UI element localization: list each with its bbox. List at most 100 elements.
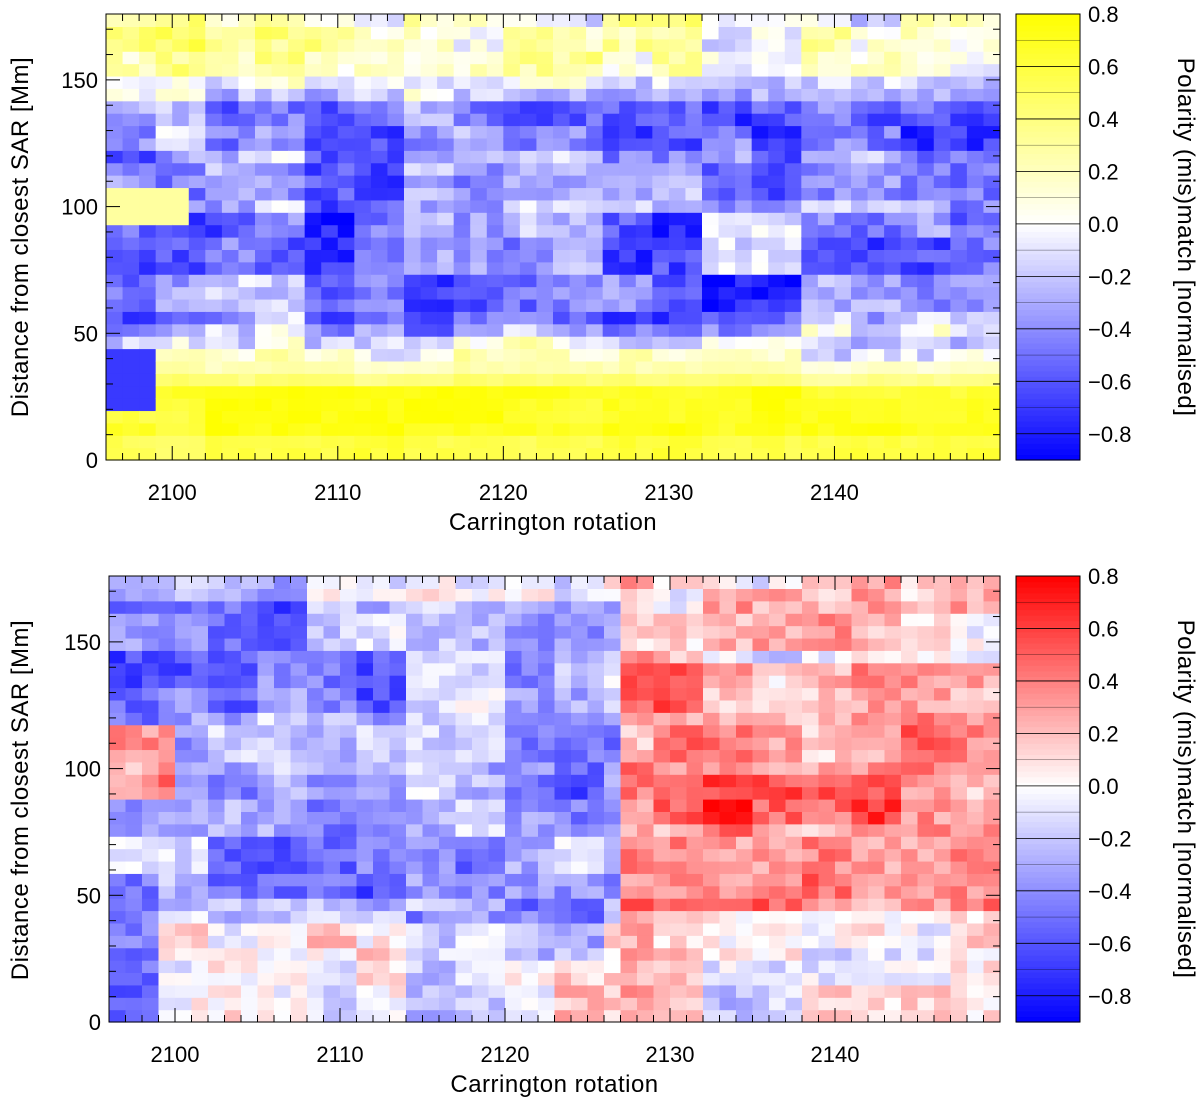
- heatmap-cell: [571, 898, 589, 912]
- heatmap-cell: [321, 447, 339, 461]
- heatmap-cell: [406, 724, 424, 738]
- heatmap-cell: [851, 398, 869, 412]
- heatmap-cell: [553, 298, 571, 312]
- heatmap-cell: [900, 38, 918, 52]
- heatmap-cell: [188, 447, 206, 461]
- heatmap-cell: [867, 237, 885, 250]
- heatmap-cell: [703, 637, 721, 651]
- heatmap-cell: [536, 88, 554, 102]
- heatmap-cell: [735, 88, 753, 102]
- heatmap-cell: [934, 898, 952, 912]
- heatmap-cell: [106, 162, 124, 176]
- heatmap-cell: [356, 600, 374, 614]
- heatmap-cell: [406, 650, 424, 664]
- heatmap-cell: [553, 447, 571, 461]
- heatmap-cell: [503, 435, 521, 449]
- heatmap-cell: [653, 922, 671, 936]
- heatmap-cell: [373, 811, 391, 825]
- heatmap-cell: [106, 323, 124, 337]
- heatmap-cell: [455, 873, 473, 887]
- heatmap-cell: [802, 947, 820, 961]
- heatmap-cell: [323, 823, 341, 837]
- heatmap-cell: [604, 675, 622, 689]
- heatmap-cell: [586, 125, 604, 139]
- heatmap-cell: [109, 637, 127, 651]
- heatmap-cell: [802, 860, 820, 874]
- heatmap-cell: [670, 947, 688, 961]
- heatmap-cell: [205, 398, 223, 412]
- heatmap-cell: [503, 26, 521, 40]
- heatmap-cell: [238, 100, 256, 114]
- heatmap-cell: [620, 1009, 638, 1023]
- heatmap-cell: [818, 637, 836, 651]
- heatmap-cell: [340, 600, 358, 614]
- heatmap-cell: [867, 212, 885, 226]
- heatmap-cell: [686, 860, 704, 874]
- heatmap-cell: [769, 935, 787, 949]
- heatmap-cell: [420, 274, 438, 288]
- heatmap-cell: [404, 447, 422, 461]
- heatmap-cell: [950, 724, 968, 738]
- heatmap-cell: [122, 373, 140, 387]
- heatmap-cell: [785, 675, 803, 689]
- heatmap-cell: [257, 687, 275, 701]
- heatmap-cell: [354, 435, 372, 449]
- heatmap-cell: [685, 38, 703, 52]
- heatmap-cell: [901, 947, 919, 961]
- heatmap-cell: [373, 774, 391, 788]
- heatmap-cell: [769, 848, 787, 862]
- heatmap-cell: [851, 298, 869, 312]
- heatmap-cell: [389, 935, 407, 949]
- heatmap-cell: [950, 699, 968, 713]
- heatmap-cell: [486, 336, 504, 350]
- heatmap-cell: [933, 385, 951, 399]
- heatmap-cell: [205, 336, 223, 350]
- heatmap-cell: [769, 885, 787, 899]
- heatmap-cell: [241, 687, 259, 701]
- heatmap-cell: [801, 150, 819, 164]
- heatmap-cell: [868, 910, 886, 924]
- heatmap-cell: [801, 88, 819, 102]
- heatmap-cell: [142, 823, 160, 837]
- heatmap-cell: [652, 447, 670, 461]
- heatmap-cell: [404, 385, 422, 399]
- heatmap-cell: [323, 1009, 341, 1023]
- heatmap-cell: [486, 323, 504, 337]
- heatmap-cell: [835, 724, 853, 738]
- heatmap-cell: [719, 947, 737, 961]
- heatmap-cell: [950, 922, 968, 936]
- heatmap-cell: [784, 113, 802, 127]
- heatmap-cell: [884, 712, 902, 726]
- heatmap-cell: [321, 187, 339, 201]
- heatmap-cell: [106, 286, 124, 300]
- heatmap-cell: [439, 724, 457, 738]
- heatmap-cell: [340, 588, 358, 602]
- heatmap-cell: [109, 811, 127, 825]
- heatmap-cell: [238, 385, 256, 399]
- heatmap-cell: [784, 88, 802, 102]
- heatmap-cell: [122, 398, 140, 412]
- heatmap-cell: [175, 774, 193, 788]
- heatmap-cell: [736, 922, 754, 936]
- colorbar-band: [1016, 75, 1080, 82]
- heatmap-cell: [437, 88, 455, 102]
- heatmap-cell: [686, 836, 704, 850]
- heatmap-cell: [307, 588, 325, 602]
- heatmap-cell: [241, 972, 259, 986]
- heatmap-cell: [453, 348, 471, 362]
- heatmap-cell: [602, 51, 620, 65]
- heatmap-cell: [620, 972, 638, 986]
- heatmap-cell: [521, 873, 539, 887]
- heatmap-cell: [635, 249, 653, 263]
- heatmap-cell: [139, 410, 157, 424]
- heatmap-cell: [653, 724, 671, 738]
- heatmap-cell: [109, 848, 127, 862]
- heatmap-cell: [553, 63, 571, 77]
- heatmap-cell: [255, 150, 273, 164]
- heatmap-cell: [109, 737, 127, 751]
- heatmap-cell: [370, 298, 389, 312]
- heatmap-cell: [188, 311, 206, 325]
- heatmap-cell: [718, 249, 736, 263]
- heatmap-cell: [884, 88, 902, 102]
- heatmap-cell: [290, 960, 308, 974]
